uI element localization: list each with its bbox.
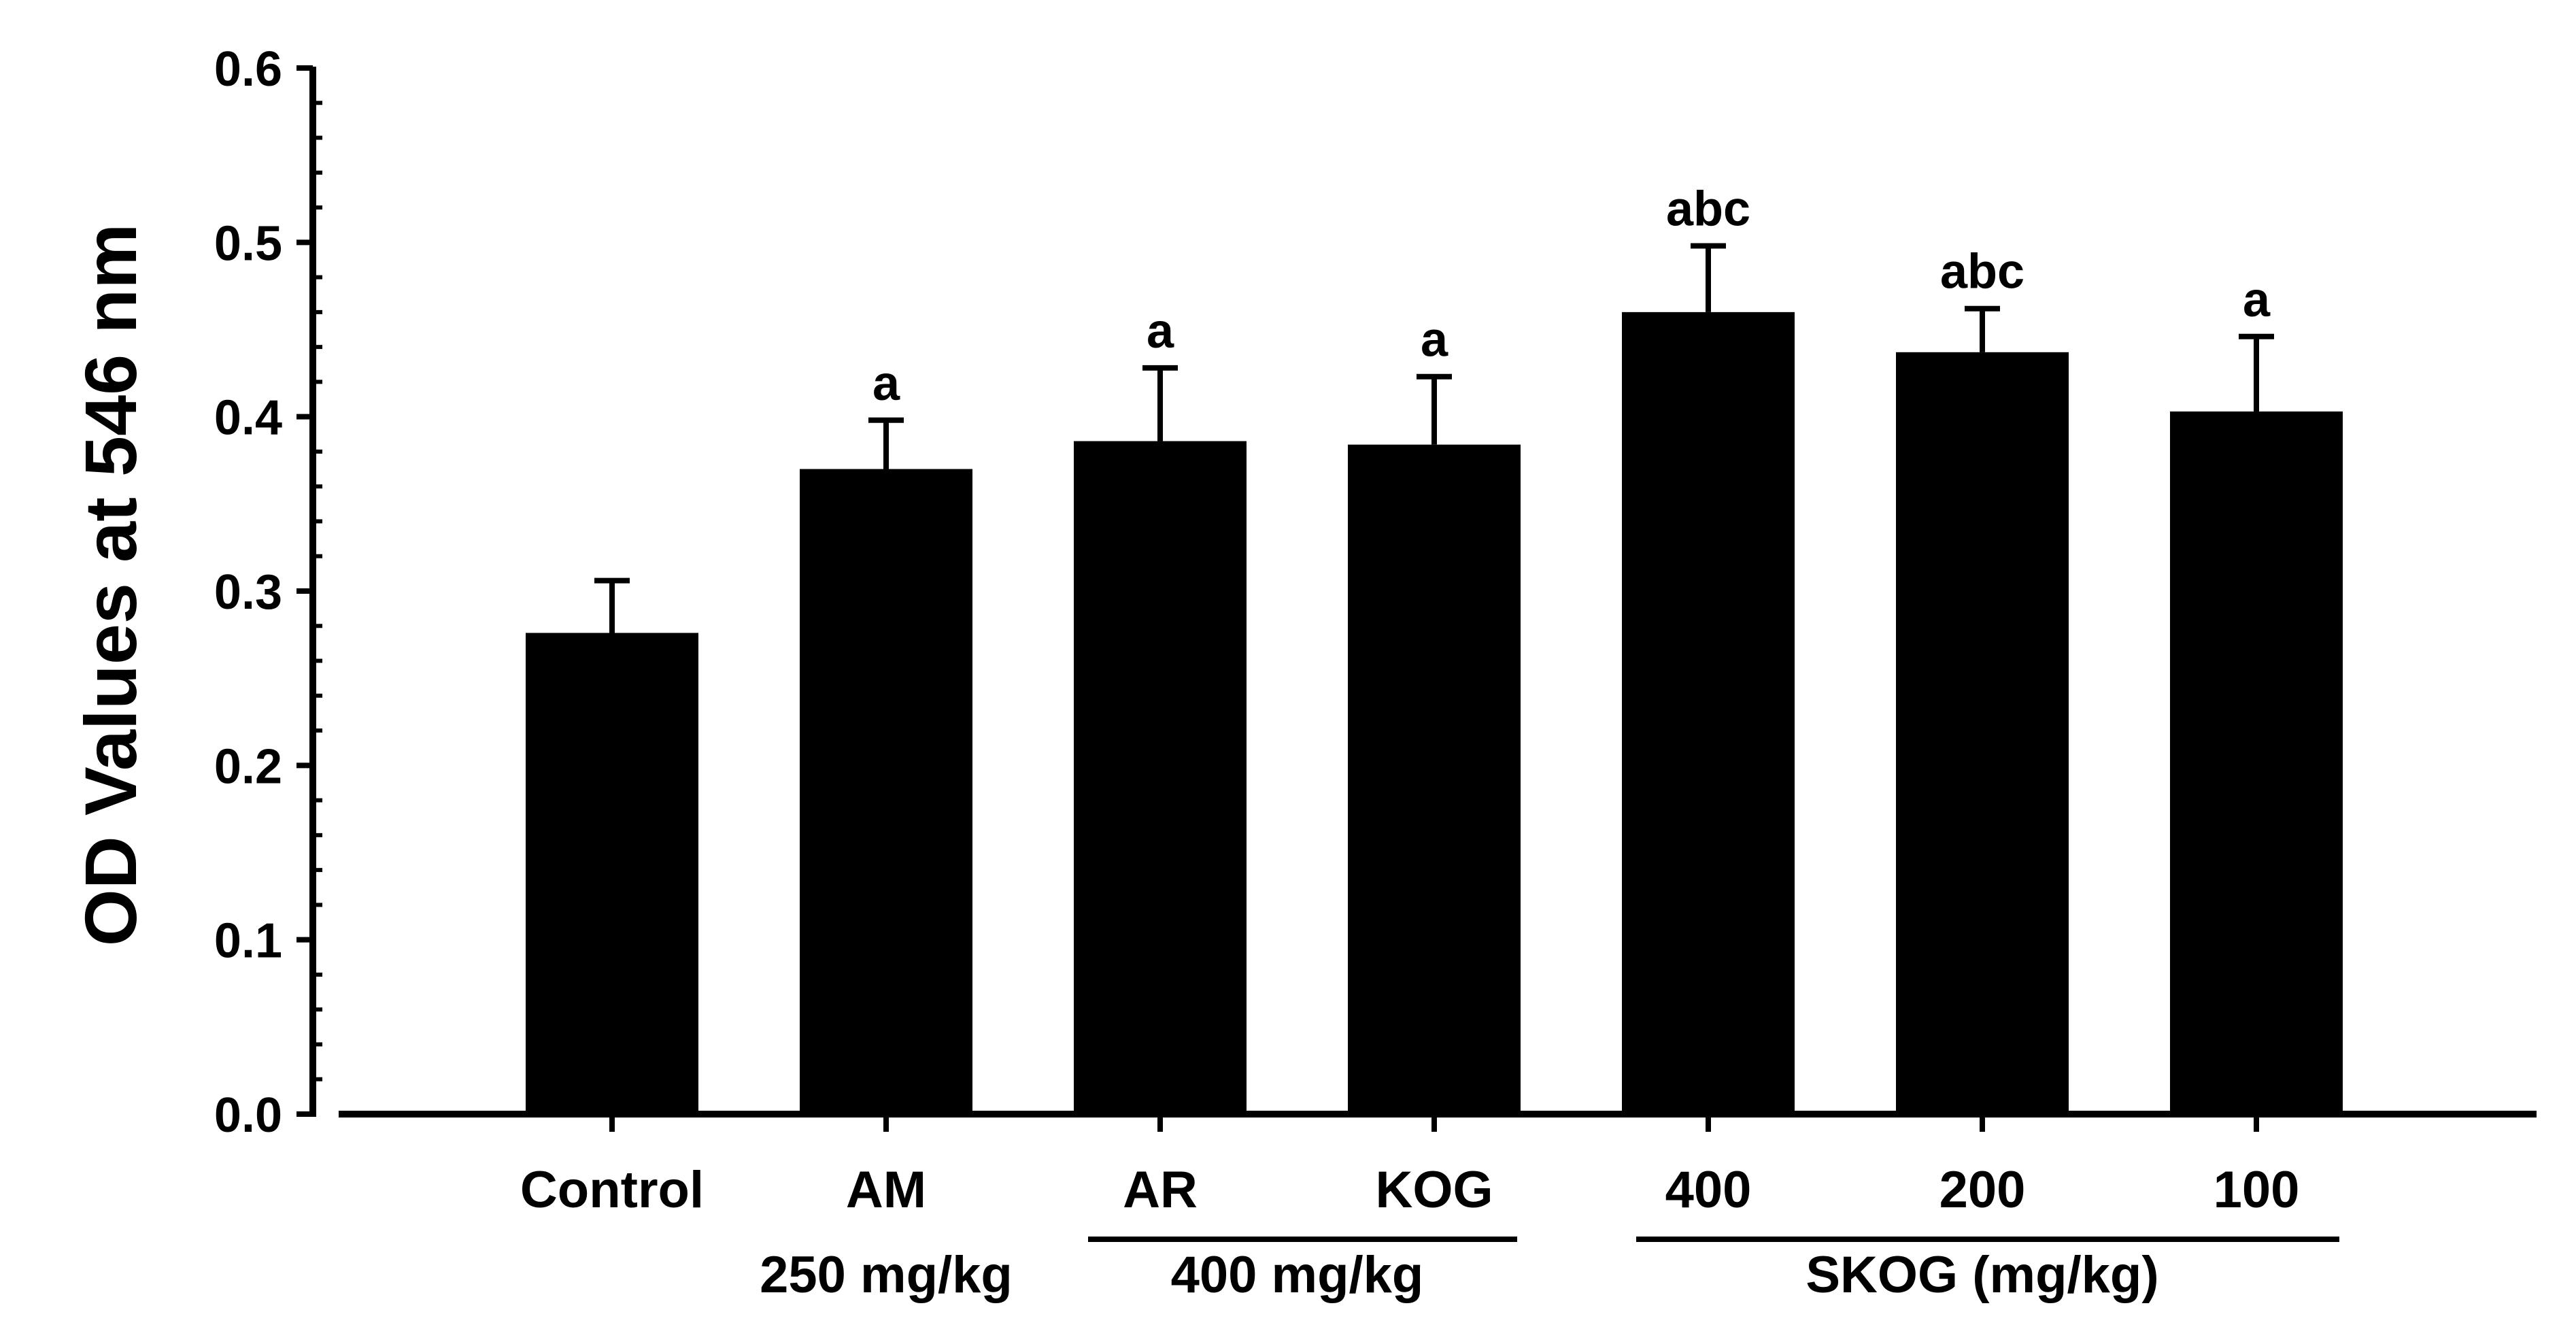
significance-label: abc	[1666, 182, 1750, 236]
x-tick-label: AR	[1123, 1161, 1198, 1219]
bar	[526, 633, 698, 1114]
y-tick-label: 0.0	[214, 1088, 282, 1143]
significance-label: a	[2243, 273, 2271, 327]
x-tick-label: 200	[1939, 1161, 2026, 1219]
y-tick-label: 0.1	[214, 914, 282, 969]
bar	[800, 469, 972, 1114]
x-tick-label: Control	[520, 1161, 704, 1219]
group-label: 250 mg/kg	[760, 1246, 1013, 1304]
bar	[1074, 441, 1247, 1114]
bars: a a a abc abc a	[526, 182, 2343, 1115]
y-tick-label: 0.3	[214, 565, 282, 620]
group-label: SKOG (mg/kg)	[1806, 1246, 2158, 1304]
significance-label: a	[1147, 304, 1174, 358]
x-tick-label: 400	[1665, 1161, 1752, 1219]
y-axis: 0.0 0.1 0.2 0.3 0.4 0.5 0.6	[214, 42, 322, 1143]
x-tick-label: AM	[846, 1161, 926, 1219]
bar	[2170, 411, 2343, 1114]
significance-label: abc	[1940, 245, 2024, 299]
y-tick-label: 0.2	[214, 739, 282, 794]
x-axis	[339, 1111, 2537, 1132]
x-tick-label: KOG	[1375, 1161, 1493, 1219]
group-label: 400 mg/kg	[1171, 1246, 1424, 1304]
y-tick-label: 0.5	[214, 216, 282, 271]
significance-label: a	[872, 356, 900, 411]
bar	[1348, 444, 1521, 1114]
significance-label: a	[1421, 313, 1448, 367]
x-labels: Control AM AR KOG 400 200 100 250 mg/kg 400 mg/k…	[520, 1161, 2339, 1304]
x-tick-label: 100	[2214, 1161, 2300, 1219]
y-axis-label: OD Values at 546 nm	[69, 224, 152, 947]
y-tick-label: 0.6	[214, 42, 282, 97]
y-tick-label: 0.4	[214, 391, 282, 446]
bar	[1896, 352, 2069, 1115]
bar	[1622, 312, 1795, 1114]
